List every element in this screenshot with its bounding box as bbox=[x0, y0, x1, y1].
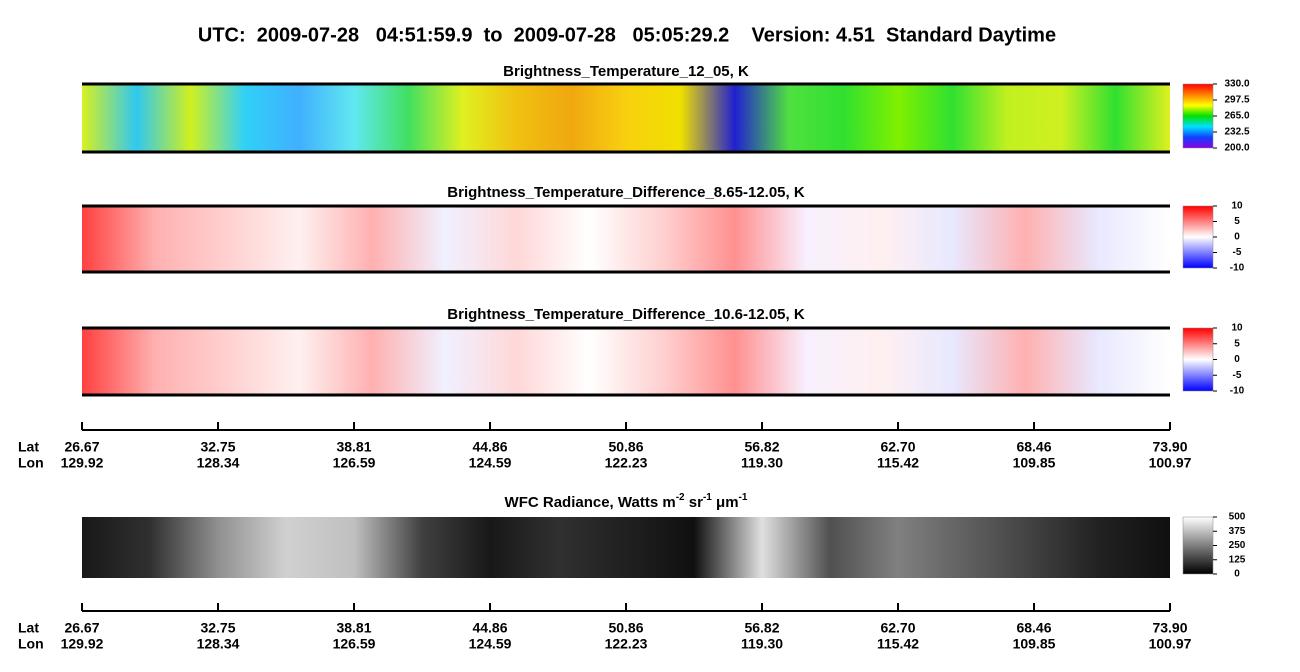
image-strip bbox=[82, 328, 1170, 395]
lat-value: 68.46 bbox=[1016, 439, 1051, 455]
colorbar-tick-label: 297.5 bbox=[1224, 95, 1249, 106]
lat-value: 38.81 bbox=[336, 439, 371, 455]
lat-value: 73.90 bbox=[1152, 620, 1187, 636]
lat-value: 44.86 bbox=[472, 620, 507, 636]
lat-label: Lat bbox=[18, 439, 39, 455]
image-strip bbox=[82, 206, 1170, 272]
colorbar-tick-label: 5 bbox=[1234, 216, 1240, 227]
lat-value: 62.70 bbox=[880, 439, 915, 455]
panel-title: Brightness_Temperature_12_05, K bbox=[503, 63, 749, 80]
lon-value: 122.23 bbox=[605, 455, 648, 471]
colorbar-tick-label: 5 bbox=[1234, 338, 1240, 349]
lon-value: 115.42 bbox=[877, 455, 919, 471]
lon-value: 109.85 bbox=[1013, 455, 1056, 471]
lat-value: 26.67 bbox=[64, 439, 99, 455]
colorbar-tick-label: 500 bbox=[1229, 512, 1246, 523]
colorbar-tick-label: -10 bbox=[1230, 386, 1245, 397]
lat-label: Lat bbox=[18, 620, 39, 636]
lon-value: 122.23 bbox=[605, 636, 648, 652]
colorbar-tick-label: -5 bbox=[1233, 247, 1242, 258]
lat-value: 50.86 bbox=[608, 439, 643, 455]
colorbar-tick-label: 0 bbox=[1234, 232, 1240, 243]
panel-title: Brightness_Temperature_Difference_10.6-1… bbox=[447, 306, 805, 323]
title-part: -1 bbox=[703, 492, 712, 503]
colorbar-tick-label: 330.0 bbox=[1224, 79, 1249, 90]
panel-title: WFC Radiance, Watts m-2 sr-1 μm-1 bbox=[505, 492, 748, 511]
colorbar bbox=[1182, 327, 1214, 392]
colorbar-tick-label: 375 bbox=[1229, 526, 1246, 537]
lon-value: 119.30 bbox=[741, 455, 783, 471]
lat-value: 50.86 bbox=[608, 620, 643, 636]
lat-value: 32.75 bbox=[200, 620, 235, 636]
lat-value: 56.82 bbox=[744, 620, 779, 636]
image-strip bbox=[82, 84, 1170, 152]
lon-label: Lon bbox=[18, 455, 44, 471]
image-strip bbox=[82, 517, 1170, 578]
colorbar-tick-label: -10 bbox=[1230, 263, 1245, 274]
lon-value: 126.59 bbox=[333, 636, 376, 652]
title-part: WFC Radiance, Watts m bbox=[505, 494, 676, 511]
title-part: -2 bbox=[676, 492, 685, 503]
lon-value: 124.59 bbox=[469, 636, 512, 652]
lon-value: 126.59 bbox=[333, 455, 376, 471]
lon-value: 128.34 bbox=[197, 455, 240, 471]
lat-value: 73.90 bbox=[1152, 439, 1187, 455]
colorbar-tick-label: 0 bbox=[1234, 354, 1240, 365]
colorbar-tick-label: 265.0 bbox=[1224, 111, 1249, 122]
lat-value: 26.67 bbox=[64, 620, 99, 636]
title-part: μm bbox=[712, 494, 739, 511]
colorbar-tick-label: -5 bbox=[1233, 370, 1242, 381]
lon-value: 128.34 bbox=[197, 636, 240, 652]
colorbar bbox=[1182, 516, 1214, 575]
panel-title: Brightness_Temperature_Difference_8.65-1… bbox=[447, 184, 805, 201]
lon-value: 100.97 bbox=[1149, 455, 1192, 471]
lon-label: Lon bbox=[18, 636, 44, 652]
colorbar-tick-label: 250 bbox=[1229, 540, 1246, 551]
lon-value: 109.85 bbox=[1013, 636, 1056, 652]
colorbar-tick-label: 125 bbox=[1229, 554, 1246, 565]
figure-title: UTC: 2009-07-28 04:51:59.9 to 2009-07-28… bbox=[198, 24, 1056, 46]
lat-value: 56.82 bbox=[744, 439, 779, 455]
title-part: sr bbox=[685, 494, 704, 511]
lon-value: 115.42 bbox=[877, 636, 919, 652]
colorbar bbox=[1182, 83, 1214, 149]
colorbar-tick-label: 232.5 bbox=[1224, 127, 1249, 138]
colorbar-tick-label: 10 bbox=[1231, 323, 1243, 334]
lat-value: 38.81 bbox=[336, 620, 371, 636]
title-part: -1 bbox=[739, 492, 748, 503]
lon-value: 129.92 bbox=[61, 455, 104, 471]
lon-value: 119.30 bbox=[741, 636, 783, 652]
lon-value: 124.59 bbox=[469, 455, 512, 471]
lat-value: 68.46 bbox=[1016, 620, 1051, 636]
colorbar bbox=[1182, 205, 1214, 269]
lat-value: 32.75 bbox=[200, 439, 235, 455]
colorbar-tick-label: 0 bbox=[1234, 569, 1240, 580]
colorbar-tick-label: 10 bbox=[1231, 201, 1243, 212]
lon-value: 100.97 bbox=[1149, 636, 1192, 652]
lat-value: 44.86 bbox=[472, 439, 507, 455]
lat-value: 62.70 bbox=[880, 620, 915, 636]
lon-value: 129.92 bbox=[61, 636, 104, 652]
colorbar-tick-label: 200.0 bbox=[1224, 143, 1249, 154]
